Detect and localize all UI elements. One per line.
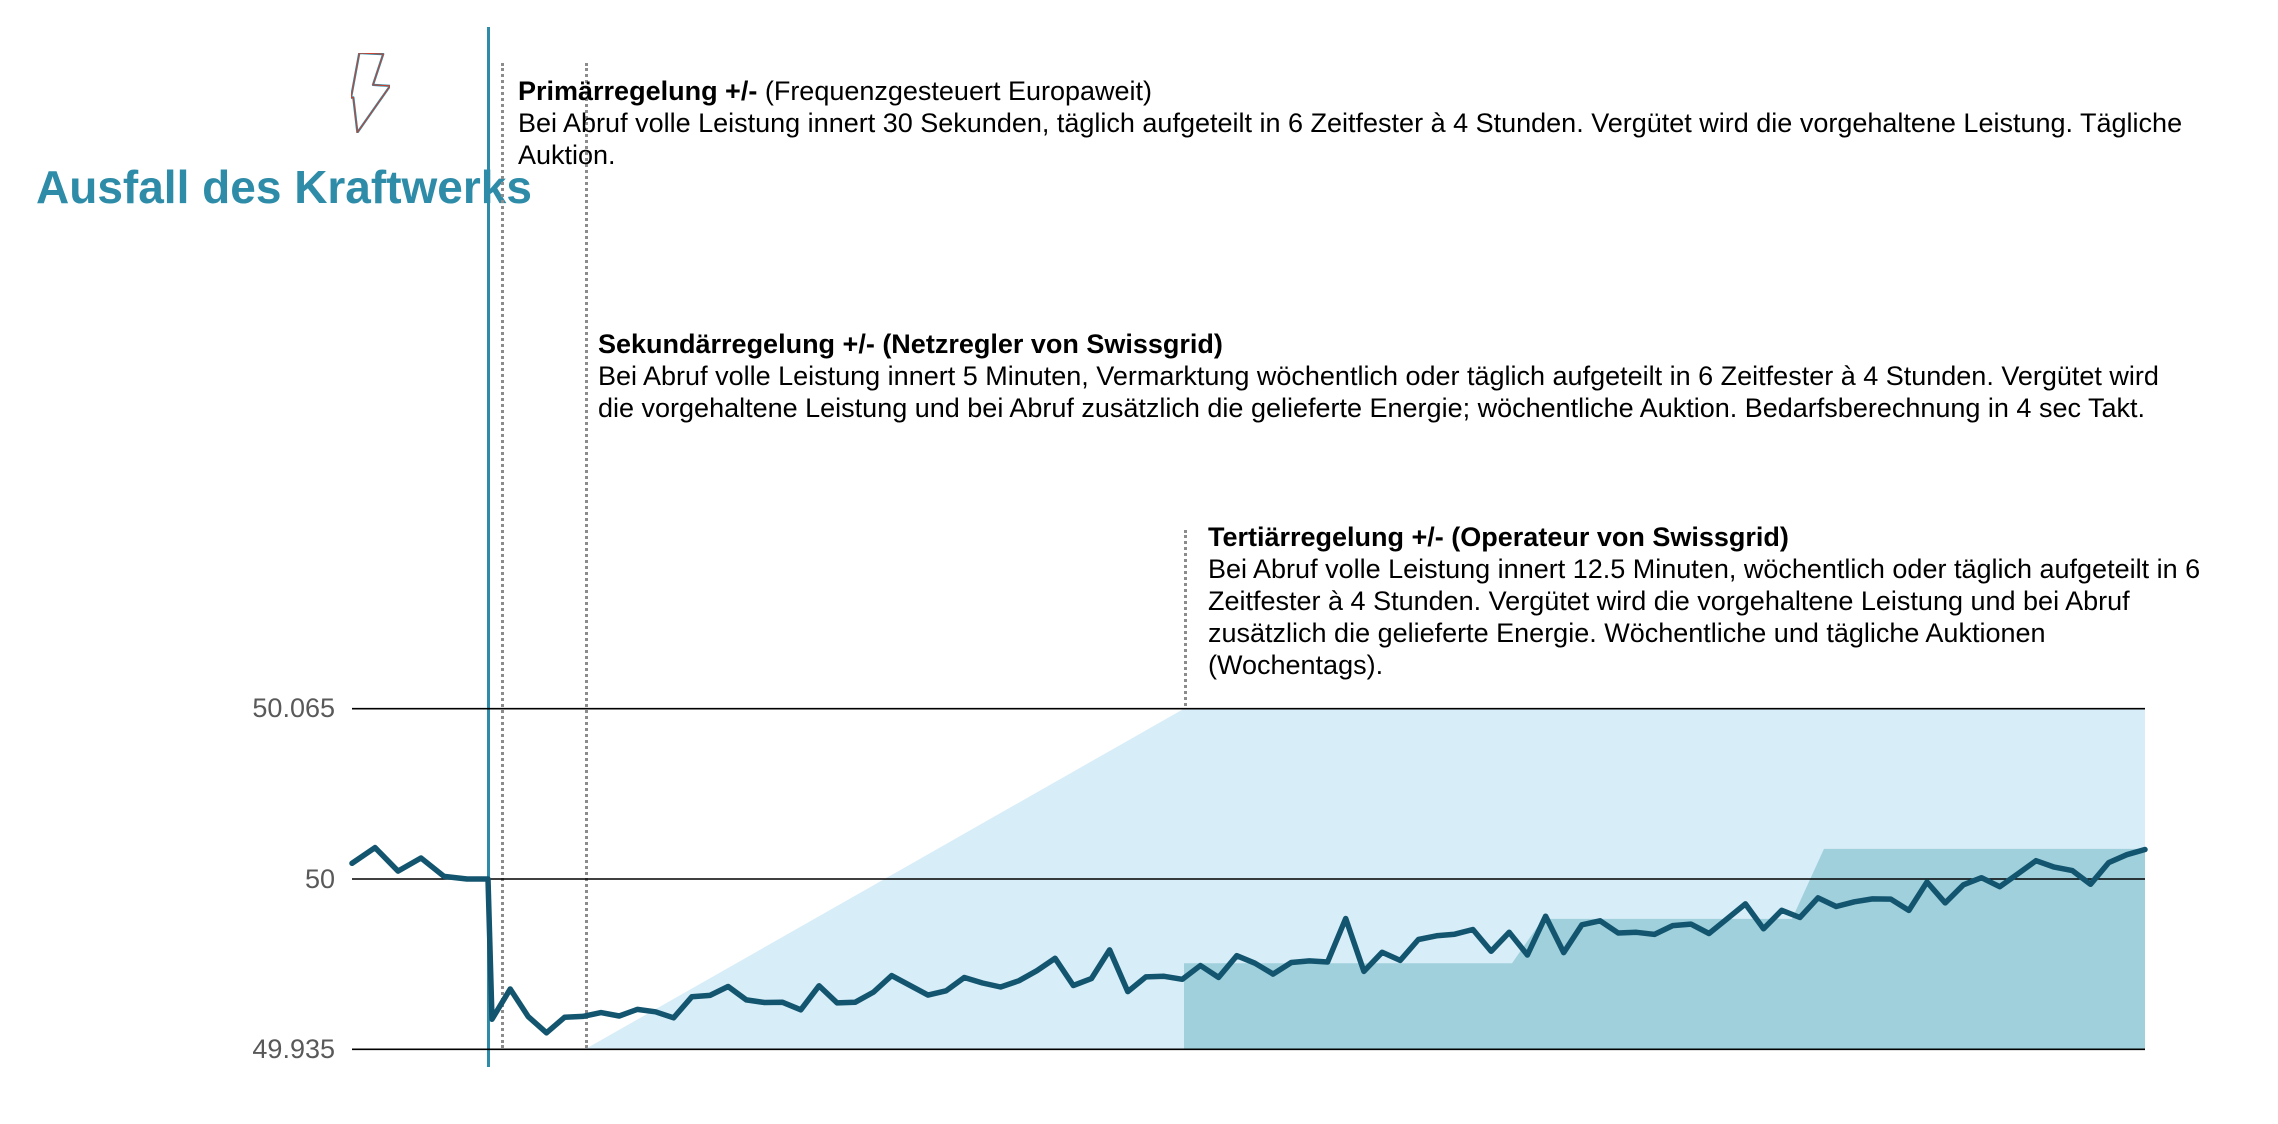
svg-text:50: 50 [305, 864, 335, 894]
svg-text:49.935: 49.935 [252, 1034, 335, 1064]
svg-text:50.065: 50.065 [252, 693, 335, 723]
